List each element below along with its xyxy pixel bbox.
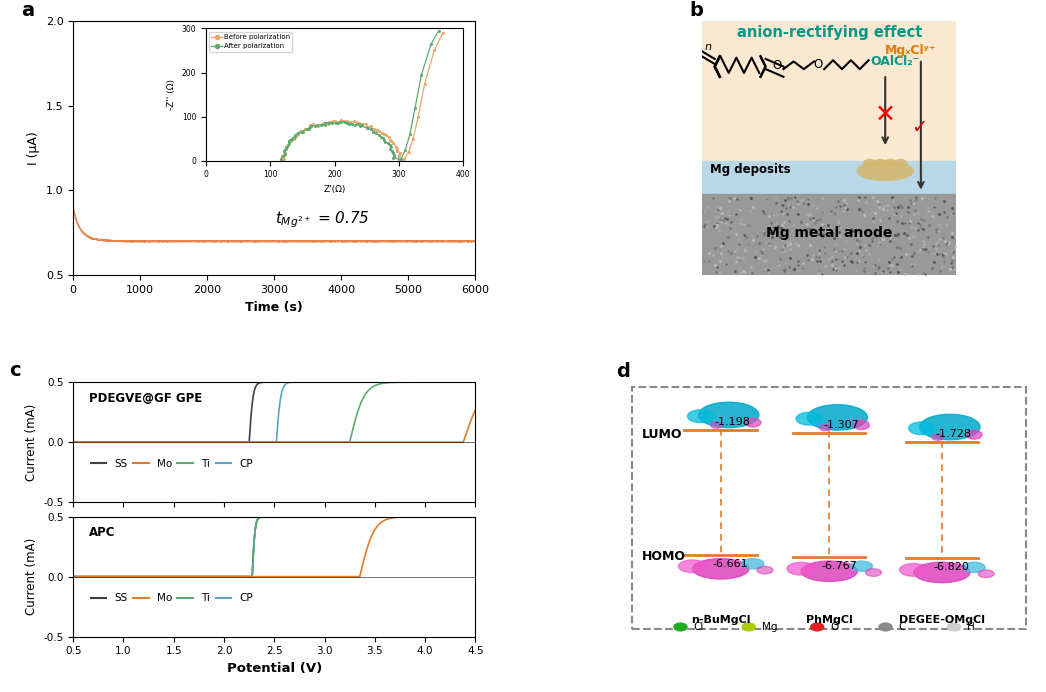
Text: -6.661: -6.661	[712, 558, 748, 569]
Text: -6.767: -6.767	[821, 561, 857, 571]
Ellipse shape	[932, 434, 943, 440]
Circle shape	[742, 622, 756, 632]
Text: -1.728: -1.728	[936, 429, 972, 439]
Text: PDEGVE@GF GPE: PDEGVE@GF GPE	[89, 392, 203, 405]
X-axis label: Potential (V): Potential (V)	[227, 662, 322, 675]
Y-axis label: I (μA): I (μA)	[27, 131, 40, 165]
Y-axis label: Current (mA): Current (mA)	[25, 403, 38, 481]
Text: Mg metal anode: Mg metal anode	[766, 226, 892, 240]
Ellipse shape	[692, 558, 749, 579]
Text: Mg: Mg	[761, 622, 777, 632]
Ellipse shape	[819, 424, 832, 430]
Text: n-BuMgCl: n-BuMgCl	[691, 615, 750, 625]
Ellipse shape	[854, 421, 869, 430]
Text: n: n	[705, 42, 712, 52]
Text: a: a	[21, 1, 35, 19]
Text: $t_{Mg^{2+}}$ = 0.75: $t_{Mg^{2+}}$ = 0.75	[275, 209, 370, 230]
Ellipse shape	[963, 563, 985, 572]
Text: Mg deposits: Mg deposits	[709, 163, 790, 176]
Ellipse shape	[745, 418, 760, 427]
Circle shape	[810, 622, 824, 632]
Text: O: O	[772, 59, 781, 72]
Ellipse shape	[687, 410, 713, 423]
Text: APC: APC	[89, 526, 116, 539]
Ellipse shape	[894, 159, 907, 167]
Ellipse shape	[757, 566, 773, 574]
Text: b: b	[689, 1, 703, 19]
Text: PhMgCl: PhMgCl	[805, 615, 852, 625]
Text: OAlCl₂⁻: OAlCl₂⁻	[870, 55, 919, 68]
Ellipse shape	[850, 561, 872, 572]
Text: d: d	[616, 362, 630, 381]
Bar	[702, 21, 956, 194]
Text: LUMO: LUMO	[642, 428, 683, 441]
Ellipse shape	[699, 402, 758, 428]
Ellipse shape	[914, 563, 970, 583]
Y-axis label: Current (mA): Current (mA)	[25, 538, 38, 615]
Bar	[702, 194, 956, 275]
Text: Cl: Cl	[693, 622, 704, 632]
Text: -6.820: -6.820	[934, 563, 970, 572]
Legend: SS, Mo, Ti, CP: SS, Mo, Ti, CP	[87, 589, 257, 608]
Text: -1.198: -1.198	[714, 417, 751, 427]
Ellipse shape	[919, 415, 980, 439]
Circle shape	[879, 622, 893, 632]
Text: ✕: ✕	[874, 103, 895, 127]
Ellipse shape	[864, 159, 877, 167]
Ellipse shape	[742, 558, 764, 569]
Ellipse shape	[787, 563, 815, 575]
Ellipse shape	[909, 422, 935, 435]
Ellipse shape	[710, 422, 723, 428]
Legend: SS, Mo, Ti, CP: SS, Mo, Ti, CP	[87, 455, 257, 473]
Text: MgₓClʸ⁺: MgₓClʸ⁺	[885, 44, 936, 57]
Ellipse shape	[900, 563, 928, 576]
Text: C: C	[899, 622, 906, 632]
Ellipse shape	[801, 561, 858, 581]
Ellipse shape	[884, 159, 896, 167]
Ellipse shape	[873, 159, 887, 167]
Circle shape	[947, 622, 961, 632]
Text: anion-rectifying effect: anion-rectifying effect	[736, 25, 922, 39]
Text: DEGEE-OMgCl: DEGEE-OMgCl	[899, 615, 985, 625]
Text: -1.307: -1.307	[823, 419, 859, 430]
Text: HOMO: HOMO	[642, 550, 686, 563]
Text: c: c	[8, 361, 21, 380]
X-axis label: Time (s): Time (s)	[246, 300, 303, 313]
Text: O: O	[813, 57, 822, 71]
Bar	[702, 161, 956, 194]
Circle shape	[674, 622, 687, 632]
Ellipse shape	[965, 430, 982, 439]
Text: H: H	[967, 622, 975, 632]
Ellipse shape	[679, 560, 707, 573]
Text: ✓: ✓	[911, 118, 928, 137]
Ellipse shape	[796, 412, 822, 425]
Text: O: O	[831, 622, 838, 632]
Ellipse shape	[978, 570, 994, 578]
Ellipse shape	[808, 405, 867, 430]
Ellipse shape	[865, 569, 882, 576]
Ellipse shape	[858, 161, 913, 181]
